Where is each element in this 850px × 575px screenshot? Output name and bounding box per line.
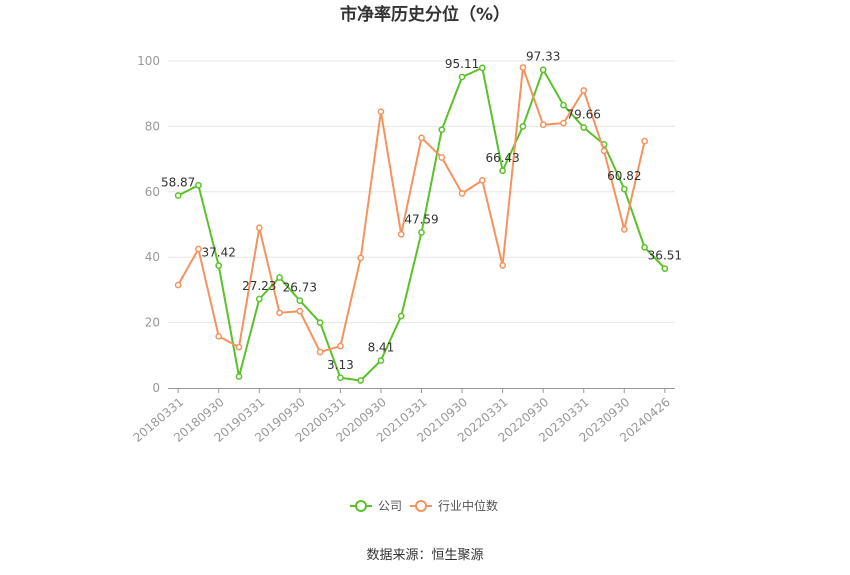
grid xyxy=(168,60,675,324)
legend-item[interactable]: 行业中位数 xyxy=(410,498,498,513)
x-axis: 2018033120180930201903312019093020200331… xyxy=(130,388,675,445)
data-point-0 xyxy=(174,192,182,199)
y-tick-label: 80 xyxy=(145,119,160,133)
data-point-1 xyxy=(560,119,567,127)
y-tick-label: 40 xyxy=(145,250,160,264)
data-label: 79.66 xyxy=(567,108,601,122)
legend[interactable]: 公司 行业中位数 xyxy=(350,498,498,513)
data-point-1 xyxy=(195,245,202,253)
data-point-1 xyxy=(397,230,405,238)
data-point-0 xyxy=(539,66,547,74)
data-point-0 xyxy=(195,181,202,189)
data-point-0 xyxy=(357,377,365,384)
legend-label: 行业中位数 xyxy=(438,498,498,513)
data-point-1 xyxy=(316,348,324,356)
data-point-0 xyxy=(560,101,567,109)
series-layer xyxy=(174,64,669,384)
series-line-1 xyxy=(177,66,646,353)
data-point-0 xyxy=(478,64,486,72)
chart-title: 市净率历史分位（%） xyxy=(340,4,510,25)
data-point-1 xyxy=(235,343,243,351)
data-point-1 xyxy=(458,190,466,197)
data-point-0 xyxy=(418,229,425,236)
legend-swatch-marker xyxy=(415,500,427,512)
data-label-layer: 58.87 37.42 27.23 26.73 3.13 8.41 47.59 95.11 66… xyxy=(161,50,682,372)
y-tick-label: 0 xyxy=(152,381,160,395)
data-point-0 xyxy=(397,312,405,320)
data-point-1 xyxy=(215,332,223,340)
data-point-1 xyxy=(620,226,628,233)
data-label: 26.73 xyxy=(283,281,317,295)
data-point-1 xyxy=(296,307,304,315)
y-tick-label: 100 xyxy=(137,54,160,68)
data-point-1 xyxy=(418,134,425,142)
data-point-0 xyxy=(215,262,223,269)
data-label: 66.43 xyxy=(485,151,519,165)
data-label: 36.51 xyxy=(648,249,682,263)
data-point-1 xyxy=(357,254,365,262)
data-label: 8.41 xyxy=(368,340,395,354)
data-point-1 xyxy=(438,154,446,161)
data-point-0 xyxy=(337,374,344,382)
legend-item[interactable]: 公司 xyxy=(350,499,402,513)
data-point-0 xyxy=(580,124,588,131)
data-point-0 xyxy=(296,297,304,304)
data-point-0 xyxy=(641,244,648,251)
data-point-1 xyxy=(174,281,182,289)
data-point-1 xyxy=(255,224,263,232)
data-point-1 xyxy=(519,64,527,71)
data-point-1 xyxy=(641,137,648,145)
data-point-0 xyxy=(276,274,283,281)
data-point-0 xyxy=(235,373,243,380)
data-point-0 xyxy=(255,295,263,303)
data-point-0 xyxy=(499,167,506,175)
data-point-0 xyxy=(438,126,446,134)
data-point-1 xyxy=(600,147,608,155)
data-label: 58.87 xyxy=(161,175,195,189)
data-point-1 xyxy=(539,121,547,129)
legend-label: 公司 xyxy=(378,499,402,513)
data-point-1 xyxy=(377,108,385,116)
data-label: 3.13 xyxy=(327,358,354,372)
y-tick-label: 60 xyxy=(145,185,160,199)
legend-swatch-marker xyxy=(355,500,367,512)
data-label: 95.11 xyxy=(445,57,479,71)
y-axis: 0 20 40 60 80 100 xyxy=(137,54,160,395)
data-point-0 xyxy=(661,265,669,272)
data-point-0 xyxy=(458,73,466,81)
y-tick-label: 20 xyxy=(145,316,160,330)
data-point-1 xyxy=(499,262,506,269)
data-point-0 xyxy=(620,185,628,193)
data-point-0 xyxy=(377,357,385,364)
data-label: 97.33 xyxy=(526,50,560,64)
data-point-1 xyxy=(478,177,486,184)
data-point-1 xyxy=(337,342,344,350)
data-point-1 xyxy=(276,309,283,317)
data-label: 60.82 xyxy=(607,169,641,183)
source-note: 数据来源：恒生聚源 xyxy=(366,548,483,563)
data-point-0 xyxy=(316,319,324,326)
data-label: 47.59 xyxy=(404,212,438,226)
data-point-1 xyxy=(580,87,588,94)
data-point-0 xyxy=(519,123,527,130)
data-label: 37.42 xyxy=(202,246,236,260)
data-label: 27.23 xyxy=(242,279,276,293)
